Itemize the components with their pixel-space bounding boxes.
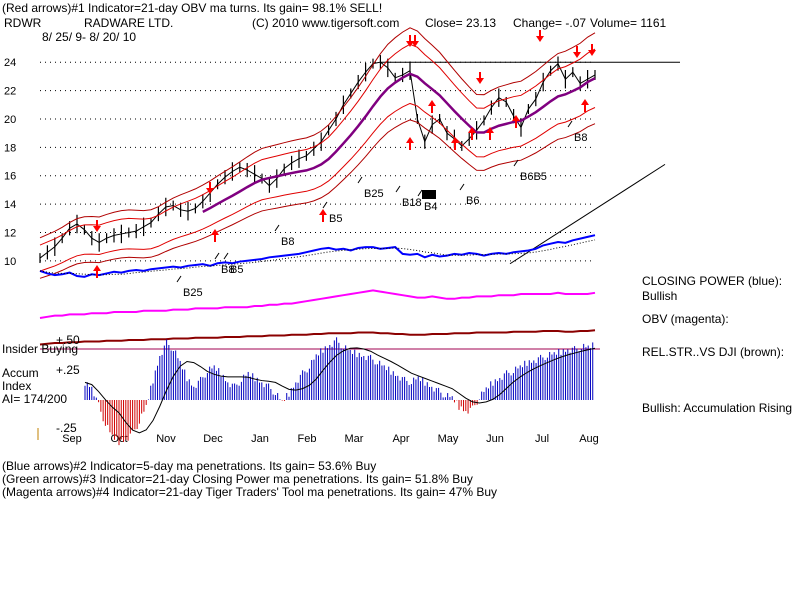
sell-arrow-head — [476, 78, 484, 84]
closing-power-label: CLOSING POWER (blue): — [642, 274, 783, 288]
upper-band — [39, 43, 596, 246]
sell-arrow-head — [573, 52, 581, 58]
sell-arrow-head — [411, 41, 419, 47]
sell-arrow-head — [206, 188, 214, 194]
obv-line — [39, 289, 596, 319]
y-tick-label: 16 — [4, 171, 16, 183]
change-value: Change= -.07 — [513, 16, 587, 30]
company-name: RADWARE LTD. — [84, 16, 174, 30]
signal-block — [422, 190, 436, 199]
buy-arrow-head — [468, 127, 476, 133]
x-tick-label: Jul — [535, 433, 549, 445]
relstr-line — [39, 329, 596, 346]
signal-label: B6B5 — [520, 171, 547, 183]
y-tick-label: 22 — [4, 86, 16, 98]
y-tick-label: 20 — [4, 114, 16, 126]
x-tick-label: Nov — [156, 433, 176, 445]
x-tick-label: Jun — [486, 433, 504, 445]
signal-label: B5 — [230, 264, 243, 276]
buy-arrow-head — [451, 137, 459, 143]
y-tick-label: 18 — [4, 142, 16, 154]
buy-arrow-head — [211, 229, 219, 235]
buy-arrow-head — [581, 99, 589, 105]
date-range: 8/ 25/ 9- 8/ 20/ 10 — [42, 30, 137, 44]
obv-label: OBV (magenta): — [642, 312, 729, 326]
y-tick-label: 24 — [4, 57, 16, 69]
index-label: Index — [2, 379, 32, 393]
signal-tick — [214, 252, 220, 260]
signal-label: B8 — [574, 132, 587, 144]
x-tick-label: Mar — [345, 433, 364, 445]
signal-label: B8 — [281, 236, 294, 248]
indicator-2-text: (Blue arrows)#2 Indicator=5-day ma penet… — [2, 459, 377, 473]
lower-band — [39, 102, 596, 272]
signal-tick — [176, 275, 182, 283]
sell-arrow-head — [93, 226, 101, 232]
signal-label: B6 — [466, 195, 479, 207]
ai-label: AI= 174/200 — [2, 392, 68, 406]
buy-arrow-head — [93, 265, 101, 271]
closing-power-line — [39, 234, 596, 278]
ticker-symbol: RDWR — [4, 16, 42, 30]
accum-state: Bullish: Accumulation Rising — [642, 401, 793, 415]
signal-label: B18 — [402, 197, 422, 209]
outer-lower-band — [39, 119, 596, 279]
copyright-text: (C) 2010 www.tigersoft.com — [252, 16, 400, 30]
x-tick-label: Jan — [251, 433, 269, 445]
plus-50-label: +.50 — [56, 333, 80, 347]
sell-arrow-head — [536, 36, 544, 42]
price-line — [39, 61, 596, 259]
volume-value: Volume= 1161 — [590, 16, 667, 30]
moving-average-line — [202, 72, 596, 213]
outer-upper-band — [39, 27, 596, 239]
signal-tick — [513, 159, 519, 167]
y-tick-label: 10 — [4, 256, 16, 268]
close-value: Close= 23.13 — [425, 16, 497, 30]
indicator-4-text: (Magenta arrows)#4 Indicator=21-day Tige… — [2, 485, 497, 499]
signal-tick — [322, 201, 328, 209]
y-tick-label: 12 — [4, 228, 16, 240]
buy-arrow-head — [486, 127, 494, 133]
y-tick-label: 14 — [4, 199, 16, 211]
signal-tick — [395, 185, 401, 193]
signal-tick — [223, 252, 229, 260]
signal-label: B25 — [183, 287, 203, 299]
signal-label: B25 — [364, 188, 384, 200]
minus-25-label: -.25 — [56, 421, 77, 435]
signal-tick — [417, 189, 423, 197]
trend-line — [509, 163, 666, 265]
x-tick-label: Dec — [203, 433, 223, 445]
x-tick-label: Apr — [392, 433, 409, 445]
insider-buying-label: Insider Buying — [2, 342, 79, 356]
accum-label: Accum — [2, 366, 39, 380]
closing-power-state: Bullish — [642, 289, 678, 303]
signal-tick — [567, 120, 573, 128]
buy-arrow-head — [512, 115, 520, 121]
signal-tick — [459, 183, 465, 191]
signal-label: B4 — [424, 201, 437, 213]
x-tick-label: Aug — [579, 433, 599, 445]
sell-arrow-head — [588, 50, 596, 56]
x-tick-label: Feb — [298, 433, 317, 445]
indicator-1-text: (Red arrows)#1 Indicator=21-day OBV ma t… — [2, 1, 383, 15]
signal-label: B5 — [329, 213, 342, 225]
indicator-3-text: (Green arrows)#3 Indicator=21-day Closin… — [2, 472, 473, 486]
buy-arrow-head — [428, 100, 436, 106]
x-tick-label: Sep — [62, 433, 82, 445]
accum-ma-line — [84, 347, 596, 434]
relstr-label: REL.STR..VS DJI (brown): — [642, 345, 785, 359]
signal-tick — [274, 224, 280, 232]
x-tick-label: May — [438, 433, 459, 445]
buy-arrow-head — [406, 137, 414, 143]
signal-tick — [357, 176, 363, 184]
buy-arrow-head — [319, 209, 327, 215]
signal-label: B8 — [221, 264, 234, 276]
plus-25-label: +.25 — [56, 363, 80, 377]
